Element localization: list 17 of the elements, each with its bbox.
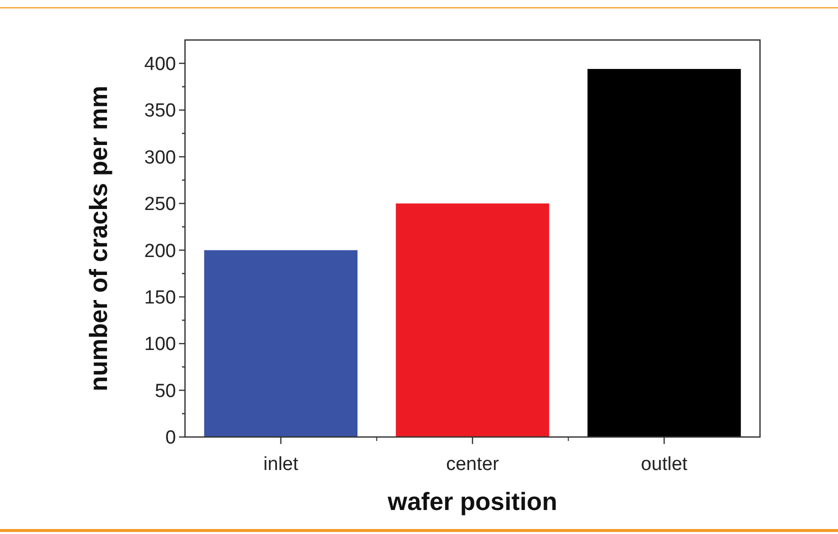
x-tick-label: inlet [263, 454, 299, 475]
bar [396, 203, 550, 437]
y-tick-label: 350 [144, 100, 176, 122]
y-tick-label: 300 [144, 147, 176, 168]
y-tick-label: 0 [165, 428, 176, 449]
y-tick-label: 150 [144, 288, 176, 309]
y-tick-label: 100 [144, 334, 176, 356]
x-axis-title: wafer position [386, 488, 558, 516]
y-tick-label: 50 [154, 380, 176, 402]
bar [588, 68, 741, 437]
y-tick-label: 200 [144, 240, 176, 262]
y-tick-label: 400 [144, 54, 176, 76]
y-axis-title: number of cracks per mm [85, 86, 113, 392]
y-tick-label: 250 [144, 194, 176, 216]
bar [204, 250, 358, 437]
x-tick-label: outlet [640, 454, 688, 475]
x-tick-label: center [446, 454, 500, 475]
